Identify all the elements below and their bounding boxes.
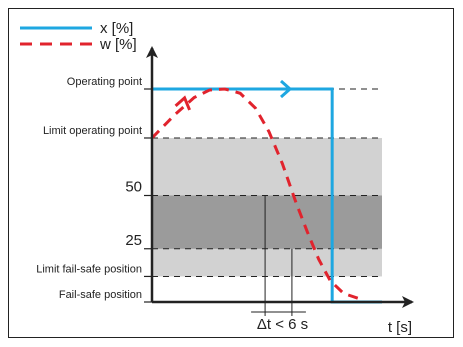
y-label-5: Fail-safe position <box>59 289 142 301</box>
y-label-3: 25 <box>125 232 142 249</box>
legend-label-1: w [%] <box>99 36 137 53</box>
annotation-delta-t: Δt < 6 s <box>257 316 308 333</box>
y-label-4: Limit fail-safe position <box>36 263 142 275</box>
series-line-1 <box>150 87 364 302</box>
band-1 <box>152 195 382 249</box>
y-label-0: Operating point <box>67 76 142 88</box>
y-label-1: Limit operating point <box>43 125 142 137</box>
legend-label-0: x [%] <box>100 20 133 37</box>
series-arrow-1 <box>174 95 191 111</box>
y-label-2: 50 <box>125 179 142 196</box>
x-axis-label: t [s] <box>388 319 412 336</box>
series-arrow-0 <box>280 79 293 99</box>
